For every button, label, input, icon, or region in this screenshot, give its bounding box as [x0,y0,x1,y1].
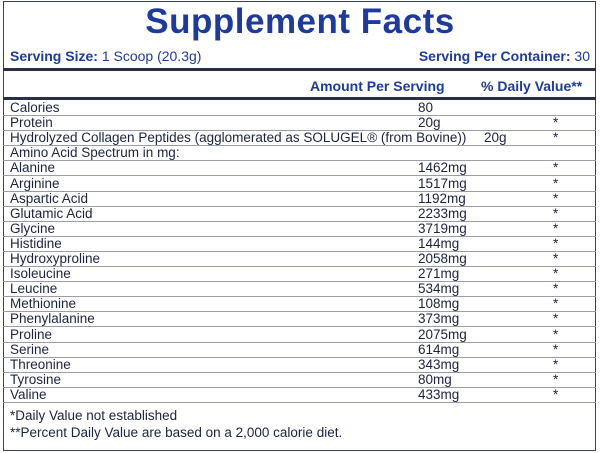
nutrient-name: Glutamic Acid [10,205,93,221]
nutrient-name: Aspartic Acid [10,190,89,206]
table-row: Amino Acid Spectrum in mg: [3,145,596,162]
nutrient-name: Hydroxyproline [10,251,101,266]
table-row: Threonine 343mg * [3,357,596,373]
table-row: Alanine 1462mg * [3,160,596,177]
nutrient-name: Leucine [10,281,58,297]
amount: 614mg [418,341,460,357]
footnote: **Percent Daily Value are based on a 2,0… [10,425,343,440]
footnote: *Daily Value not established [10,408,178,423]
amount: 1462mg [418,160,467,176]
serving-size: Serving Size: 1 Scoop (20.3g) [10,48,201,64]
nutrient-name: Hydrolyzed Collagen Peptides (agglomerat… [10,130,467,146]
daily-value: * [553,296,559,312]
table-row: Leucine 534mg * [3,281,596,298]
amount: 3719mg [418,220,467,236]
serving-size-value: 1 Scoop (20.3g) [101,48,202,64]
daily-value: * [553,235,559,251]
nutrient-name: Arginine [10,175,60,191]
nutrient-name: Histidine [10,235,62,251]
table-row: Aspartic Acid 1192mg * [3,191,596,207]
daily-value: * [553,341,559,357]
nutrient-name: Alanine [10,160,56,176]
daily-value: * [553,205,559,221]
amount: 80 [418,100,434,115]
daily-value: * [553,371,559,387]
nutrient-name: Glycine [10,220,56,236]
daily-value: * [553,115,559,131]
amount: 2058mg [418,251,467,266]
servings-value: 30 [574,48,590,64]
table-row: Arginine 1517mg * [3,176,596,192]
table-row: Glycine 3719mg * [3,221,596,237]
nutrient-name: Valine [10,386,47,402]
daily-value: * [553,311,559,327]
servings-label: Serving Per Container: [418,48,571,64]
daily-value: * [553,326,559,342]
amount: 433mg [418,386,460,402]
table-row: Hydroxyproline 2058mg * [3,251,596,268]
nutrient-name: Amino Acid Spectrum in mg: [10,145,180,161]
daily-value: * [553,220,559,236]
divider [3,97,596,100]
table-row: Protein 20g * [3,115,596,132]
amount: 2075mg [418,326,467,342]
daily-value: * [553,190,559,206]
table-row: Valine 433mg * [3,387,596,403]
serving-size-label: Serving Size: [10,48,98,64]
daily-value: * [553,251,559,266]
column-header: % Daily Value** [481,78,583,94]
table-row: Phenylalanine 373mg * [3,311,596,328]
amount: 20g [418,115,441,131]
table-row: Glutamic Acid 2233mg * [3,206,596,222]
amount: 1517mg [418,175,467,191]
nutrient-name: Phenylalanine [10,311,95,327]
nutrient-name: Isoleucine [10,266,71,282]
daily-value: * [553,175,559,191]
amount: 343mg [418,356,460,372]
table-row: Histidine 144mg * [3,236,596,252]
label-border [3,1,596,451]
nutrient-name: Serine [10,341,50,357]
amount: 373mg [418,311,460,327]
nutrient-name: Proline [10,326,53,342]
amount: 1192mg [418,190,466,206]
amount: 2233mg [418,205,467,221]
nutrient-name: Methionine [10,296,77,312]
table-row: Calories 80 [3,100,596,117]
daily-value: * [553,130,559,146]
nutrient-name: Tyrosine [10,371,62,387]
divider [3,68,596,71]
table-row: Methionine 108mg * [3,296,596,313]
table-row: Tyrosine 80mg * [3,372,596,388]
daily-value: * [553,281,559,297]
column-header: Amount Per Serving [310,78,445,94]
daily-value: * [553,160,559,176]
servings: Serving Per Container: 30 [419,48,590,64]
daily-value: * [553,356,559,372]
title: Supplement Facts [145,2,455,41]
amount: 20g [484,130,507,146]
nutrient-name: Threonine [10,356,71,372]
daily-value: * [553,386,559,402]
table-row: Proline 2075mg * [3,327,596,343]
daily-value: * [553,266,559,282]
table-row: Hydrolyzed Collagen Peptides (agglomerat… [3,130,596,147]
amount: 108mg [418,296,460,312]
amount: 534mg [418,281,460,297]
table-row: Isoleucine 271mg * [3,266,596,283]
nutrient-name: Protein [10,115,53,131]
nutrient-name: Calories [10,100,60,115]
amount: 271mg [418,266,460,282]
amount: 80mg [418,371,452,387]
table-row: Serine 614mg * [3,342,596,358]
amount: 144mg [418,235,460,251]
